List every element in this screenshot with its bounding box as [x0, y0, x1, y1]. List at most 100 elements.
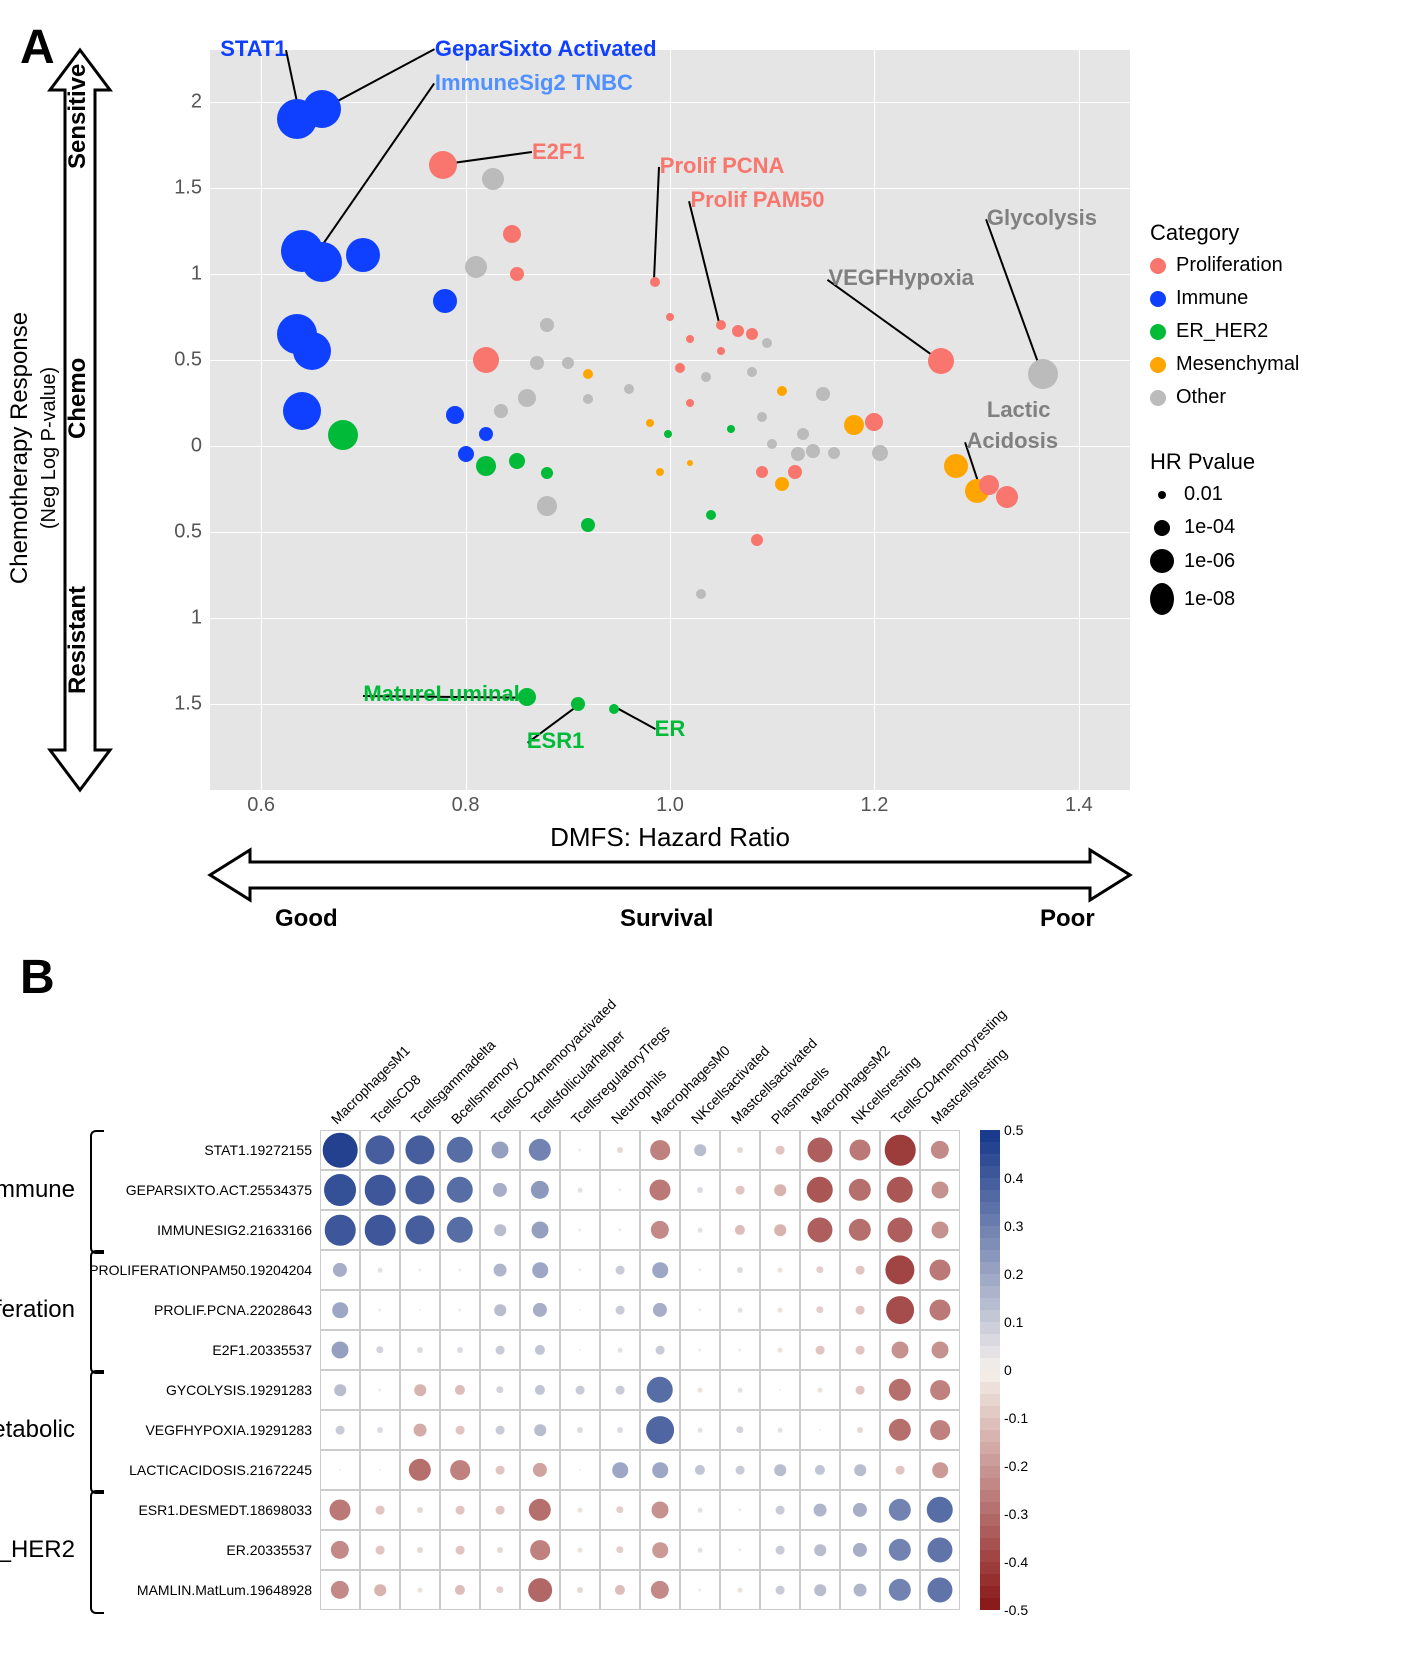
heatmap-cell — [440, 1210, 480, 1250]
legend-size-item: 1e-06 — [1150, 549, 1299, 573]
heatmap-cell — [360, 1490, 400, 1530]
heatmap-cell — [640, 1370, 680, 1410]
heatmap-cell — [520, 1330, 560, 1370]
legend-size-item: 1e-08 — [1150, 583, 1299, 615]
group-label: ER_HER2 — [0, 1536, 75, 1564]
heatmap-cell — [680, 1410, 720, 1450]
arrow-resistant: Resistant — [64, 586, 92, 694]
data-point — [666, 313, 674, 321]
legend-item: Immune — [1150, 287, 1299, 310]
data-point — [656, 468, 664, 476]
data-point — [767, 439, 777, 449]
colorbar-tick: -0.5 — [1004, 1602, 1028, 1618]
heatmap-cell — [320, 1450, 360, 1490]
heatmap-cell — [840, 1450, 880, 1490]
heatmap-cell — [920, 1570, 960, 1610]
heatmap-cell — [320, 1210, 360, 1250]
data-point — [775, 477, 789, 491]
heatmap-cell — [760, 1530, 800, 1570]
heatmap-cell — [360, 1330, 400, 1370]
data-point — [757, 412, 767, 422]
annotation: STAT1 — [220, 36, 286, 62]
legend-size-item: 0.01 — [1150, 483, 1299, 506]
heatmap-cell — [520, 1570, 560, 1610]
arrow-poor: Poor — [1040, 905, 1095, 933]
data-point — [687, 460, 693, 466]
data-point — [1028, 359, 1058, 389]
data-point — [541, 467, 553, 479]
data-point — [686, 335, 694, 343]
heatmap-cell — [480, 1570, 520, 1610]
panel-b: B MacrophagesM1TcellsCD8Tcellsgammadelta… — [20, 950, 1399, 1650]
heatmap-cell — [680, 1570, 720, 1610]
heatmap-cell — [600, 1170, 640, 1210]
heatmap-cell — [320, 1330, 360, 1370]
annotation: ESR1 — [527, 728, 584, 754]
heatmap-cell — [560, 1570, 600, 1610]
data-point — [540, 318, 554, 332]
heatmap-cell — [760, 1250, 800, 1290]
heatmap-cell — [880, 1170, 920, 1210]
heatmap-cell — [880, 1290, 920, 1330]
heatmap-cell — [720, 1530, 760, 1570]
heatmap-cell — [320, 1530, 360, 1570]
correlation-heatmap: MacrophagesM1TcellsCD8TcellsgammadeltaBc… — [320, 1130, 960, 1610]
data-point — [872, 445, 888, 461]
data-point — [732, 325, 744, 337]
heatmap-cell — [880, 1130, 920, 1170]
heatmap-cell — [400, 1130, 440, 1170]
heatmap-cell — [640, 1530, 680, 1570]
data-point — [701, 372, 711, 382]
heatmap-cell — [680, 1130, 720, 1170]
heatmap-cell — [440, 1370, 480, 1410]
data-point — [571, 697, 585, 711]
data-point — [650, 277, 660, 287]
group-bracket — [90, 1370, 104, 1494]
heatmap-cell — [840, 1370, 880, 1410]
colorbar-tick: 0.2 — [1004, 1266, 1023, 1282]
data-point — [503, 225, 521, 243]
colorbar-tick: 0.3 — [1004, 1218, 1023, 1234]
heatmap-cell — [440, 1490, 480, 1530]
data-point — [747, 367, 757, 377]
heatmap-cell — [880, 1450, 920, 1490]
heatmap-cell — [640, 1130, 680, 1170]
heatmap-cell — [400, 1490, 440, 1530]
data-point — [482, 168, 504, 190]
heatmap-cell — [320, 1410, 360, 1450]
heatmap-cell — [760, 1370, 800, 1410]
heatmap-cell — [720, 1330, 760, 1370]
heatmap-cell — [600, 1290, 640, 1330]
heatmap-cell — [600, 1410, 640, 1450]
data-point — [346, 238, 380, 272]
data-point — [518, 688, 536, 706]
heatmap-cell — [680, 1330, 720, 1370]
heatmap-cell — [320, 1250, 360, 1290]
group-bracket — [90, 1130, 104, 1254]
heatmap-cell — [920, 1410, 960, 1450]
heatmap-cell — [400, 1330, 440, 1370]
heatmap-cell — [600, 1250, 640, 1290]
heatmap-cell — [560, 1530, 600, 1570]
heatmap-cell — [360, 1250, 400, 1290]
row-label: GEPARSIXTO.ACT.25534375 — [126, 1182, 312, 1198]
data-point — [302, 242, 342, 282]
heatmap-cell — [600, 1490, 640, 1530]
heatmap-cell — [520, 1530, 560, 1570]
heatmap-cell — [720, 1370, 760, 1410]
data-point — [537, 496, 557, 516]
heatmap-cell — [800, 1290, 840, 1330]
heatmap-cell — [680, 1530, 720, 1570]
row-label: IMMUNESIG2.21633166 — [157, 1222, 312, 1238]
data-point — [777, 386, 787, 396]
heatmap-cell — [720, 1170, 760, 1210]
heatmap-cell — [840, 1170, 880, 1210]
heatmap-cell — [560, 1250, 600, 1290]
heatmap-cell — [600, 1530, 640, 1570]
heatmap-cell — [800, 1530, 840, 1570]
arrow-survival: Survival — [620, 905, 713, 933]
data-point — [816, 387, 830, 401]
heatmap-cell — [480, 1370, 520, 1410]
data-point — [751, 534, 763, 546]
heatmap-cell — [440, 1330, 480, 1370]
